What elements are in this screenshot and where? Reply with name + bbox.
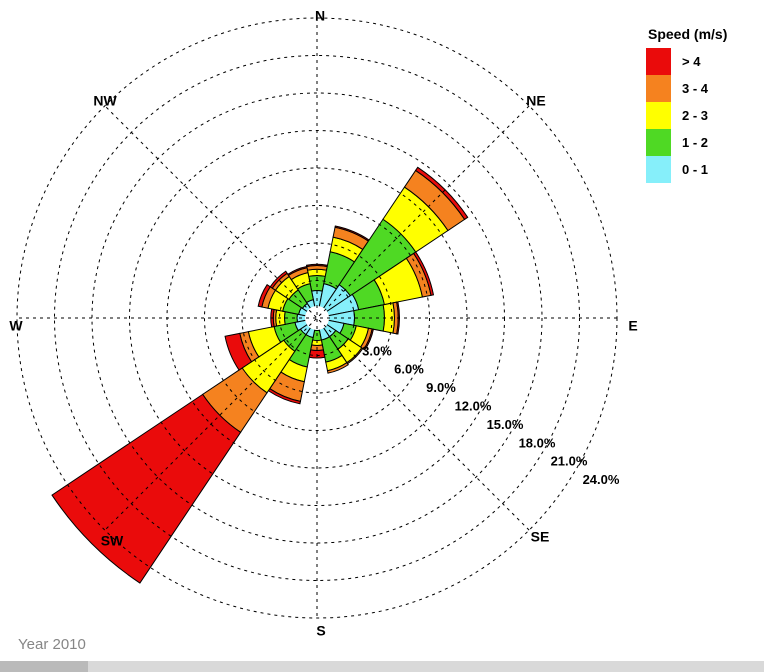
legend: Speed (m/s) > 4 3 - 4 2 - 3 1 - 2 0 - 1 (646, 26, 762, 183)
compass-label-w: W (9, 318, 23, 334)
footer-caption: Year 2010 (18, 636, 86, 653)
grid-radial-line (104, 105, 530, 531)
ring-label-layer: 3.0%6.0%9.0% 12.0% 15.0% 18.0% 21.0% 24.0% (362, 343, 620, 487)
legend-swatch (646, 75, 671, 102)
legend-row: 0 - 1 (646, 156, 762, 183)
legend-rows: > 4 3 - 4 2 - 3 1 - 2 0 - 1 (646, 48, 762, 183)
ring-label: 3.0% (362, 343, 392, 358)
compass-label-se: SE (531, 529, 550, 545)
compass-label-ne: NE (526, 93, 545, 109)
ring-label: 18.0% (519, 435, 556, 450)
compass-label-n: N (315, 8, 325, 24)
ring-label: 15.0% (487, 417, 524, 432)
petal-SSE-band-3-4 (326, 361, 349, 374)
legend-swatch (646, 48, 671, 75)
ring-label: 9.0% (426, 380, 456, 395)
legend-row: > 4 (646, 48, 762, 75)
legend-label: 3 - 4 (682, 81, 709, 96)
compass-label-layer: N NE E SE S SW W NW (9, 8, 637, 639)
grid-radial-line (104, 105, 530, 531)
legend-label: 2 - 3 (682, 108, 709, 123)
legend-row: 1 - 2 (646, 129, 762, 156)
petal-WSW-band->4 (224, 332, 253, 371)
window-edge (0, 661, 764, 672)
compass-label-nw: NW (93, 93, 117, 109)
ring-label: 24.0% (583, 472, 620, 487)
ring-label: 12.0% (455, 399, 492, 414)
grid-ring (204, 205, 430, 431)
legend-title: Speed (m/s) (648, 26, 728, 42)
legend-row: 3 - 4 (646, 75, 762, 102)
legend-label: 0 - 1 (682, 162, 709, 177)
legend-label: > 4 (682, 54, 701, 69)
petal-NNW-band->4 (287, 265, 308, 277)
petal-ENE-band->4 (412, 251, 435, 296)
window-edge-left-segment (0, 661, 88, 672)
petal-WNW-band->4 (257, 283, 271, 308)
legend-swatch (646, 102, 671, 129)
petal-NE-band->4 (414, 166, 469, 221)
petal-E-band->4 (396, 301, 400, 335)
legend-row: 2 - 3 (646, 102, 762, 129)
petal-ESE-band->4 (363, 328, 374, 351)
legend-label: 1 - 2 (682, 135, 709, 150)
compass-label-s: S (316, 623, 325, 639)
compass-label-e: E (628, 318, 637, 334)
legend-swatch (646, 129, 671, 156)
petal-NW-band->4 (269, 270, 288, 289)
grid-ring (91, 92, 543, 544)
ring-label: 21.0% (551, 454, 588, 469)
polar-grid (16, 17, 618, 619)
legend-swatch (646, 156, 671, 183)
compass-label-sw: SW (101, 533, 124, 549)
ring-label: 6.0% (394, 362, 424, 377)
